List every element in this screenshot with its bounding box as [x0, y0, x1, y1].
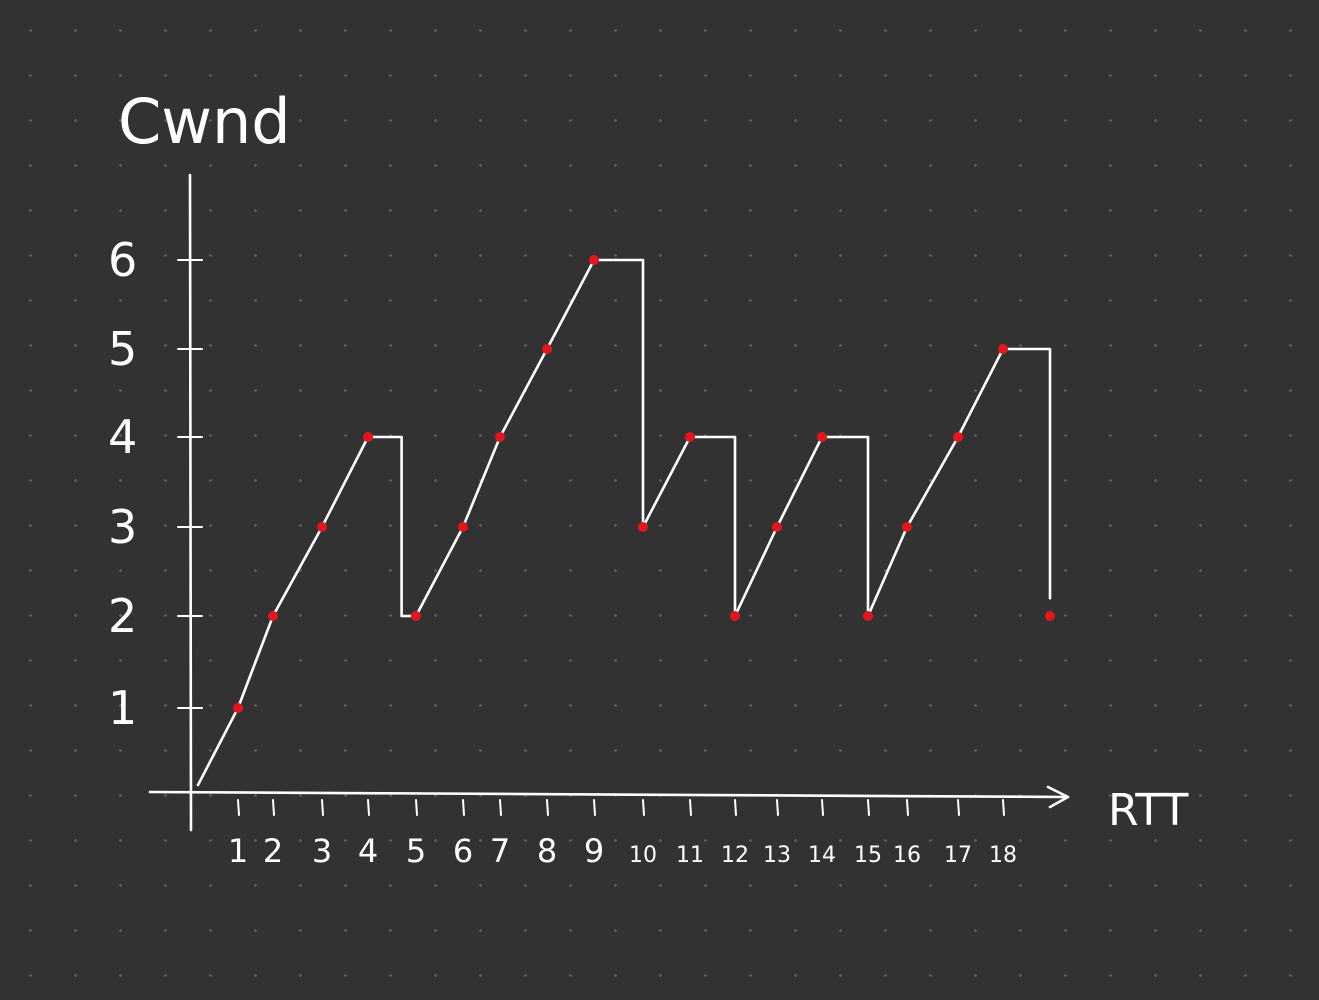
x-tick-label: 7: [490, 832, 510, 870]
x-tick-mark: [462, 799, 465, 816]
x-tick-mark: [867, 799, 870, 816]
y-tick-label: 4: [108, 410, 137, 464]
data-point: [902, 522, 912, 532]
y-axis-label: Cwnd: [118, 85, 291, 158]
data-point: [458, 522, 468, 532]
x-tick-label: 4: [358, 832, 378, 870]
x-tick-mark: [321, 799, 324, 816]
x-tick-label: 17: [944, 843, 972, 868]
x-tick-mark: [821, 799, 824, 816]
data-point: [863, 611, 873, 621]
data-markers: [233, 255, 1055, 713]
x-tick-label: 18: [989, 843, 1017, 868]
x-tick-mark: [593, 799, 596, 816]
x-axis-label: RTT: [1108, 785, 1188, 836]
data-point: [730, 611, 740, 621]
x-tick-label: 5: [406, 832, 426, 870]
data-point: [685, 432, 695, 442]
x-tick-mark: [237, 799, 240, 816]
x-tick-mark: [1002, 799, 1005, 816]
data-point: [772, 522, 782, 532]
x-tick-label: 10: [629, 843, 657, 868]
x-tick-mark: [776, 799, 779, 816]
data-point: [1045, 611, 1055, 621]
data-point: [411, 611, 421, 621]
data-point: [233, 703, 243, 713]
series-line: [196, 258, 1052, 787]
x-tick-label: 9: [584, 832, 604, 870]
x-tick-mark: [367, 799, 370, 816]
x-tick-label: 6: [453, 832, 473, 870]
x-tick-label: 16: [893, 843, 921, 868]
x-tick-mark: [957, 799, 960, 816]
x-tick-label: 8: [537, 832, 557, 870]
y-tick-label: 1: [108, 681, 137, 735]
data-point: [317, 522, 327, 532]
x-tick-mark: [906, 799, 909, 816]
x-tick-mark: [272, 799, 275, 816]
data-point: [589, 255, 599, 265]
data-point: [998, 344, 1008, 354]
y-tick-label: 3: [108, 500, 137, 554]
data-point: [542, 344, 552, 354]
y-ticks: 1 2 3 4 5 6: [108, 233, 203, 735]
axes: [148, 173, 1070, 832]
x-tick-label: 3: [312, 832, 332, 870]
data-point: [268, 611, 278, 621]
y-axis: [188, 173, 193, 832]
x-tick-mark: [689, 799, 692, 816]
x-tick-mark: [546, 799, 549, 816]
x-tick-label: 15: [854, 843, 882, 868]
x-tick-label: 11: [676, 843, 704, 868]
data-point: [363, 432, 373, 442]
y-tick-label: 2: [108, 589, 137, 643]
x-tick-mark: [499, 799, 502, 816]
y-tick-label: 5: [108, 322, 137, 376]
data-point: [817, 432, 827, 442]
x-tick-label: 1: [228, 832, 248, 870]
x-tick-mark: [734, 799, 737, 816]
x-tick-mark: [642, 799, 645, 816]
x-axis: [148, 790, 1070, 799]
x-tick-mark: [415, 799, 418, 816]
x-ticks: 1 2 3 4 5 6 7 8 9 10 11 12 13 14 15 16 17 18: [228, 799, 1017, 870]
x-tick-label: 13: [763, 843, 791, 868]
x-tick-label: 12: [721, 843, 749, 868]
x-tick-label: 14: [808, 843, 836, 868]
data-point: [953, 432, 963, 442]
x-tick-label: 2: [263, 832, 283, 870]
data-point: [638, 522, 648, 532]
data-point: [495, 432, 505, 442]
y-tick-label: 6: [108, 233, 137, 287]
x-axis-arrowhead: [1046, 785, 1070, 809]
